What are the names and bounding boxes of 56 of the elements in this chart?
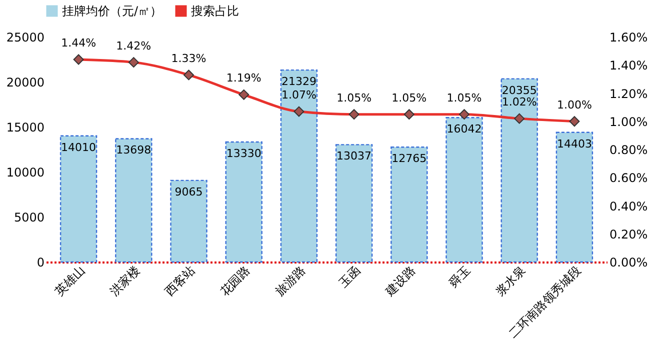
bar xyxy=(225,141,262,263)
x-tick-label: 花园路 xyxy=(217,263,253,298)
y2-tick-label: 0.40% xyxy=(610,199,648,214)
data-label: 1.44% xyxy=(61,36,96,50)
data-label: 1.05% xyxy=(392,91,427,104)
data-label: 21329 xyxy=(281,75,316,88)
bar xyxy=(500,78,538,263)
x-tick-label: 西客站 xyxy=(162,263,198,298)
data-label: 16042 xyxy=(446,122,482,136)
y2-tick-label: 0.20% xyxy=(610,227,648,242)
data-label: 13037 xyxy=(336,150,372,163)
bar xyxy=(446,117,483,263)
data-label: 1.00% xyxy=(556,98,592,112)
legend-label: 挂牌均价（元/㎡） xyxy=(62,4,162,18)
bar xyxy=(390,146,428,263)
data-label: 12765 xyxy=(392,152,427,166)
y-tick-label: 10000 xyxy=(6,166,44,180)
y2-tick-label: 0.80% xyxy=(610,143,648,157)
x-tick-label: 玉函 xyxy=(336,263,364,290)
data-label: 14403 xyxy=(556,137,592,150)
data-label: 13330 xyxy=(226,147,262,160)
data-label: 9065 xyxy=(174,185,203,198)
x-tick-label: 建设路 xyxy=(382,263,418,300)
x-tick-label: 舜玉 xyxy=(446,263,474,290)
y-tick-label: 25000 xyxy=(6,30,44,44)
y-tick-label: 15000 xyxy=(6,120,44,134)
y2-tick-label: 1.40% xyxy=(610,58,648,73)
bar xyxy=(115,138,152,263)
bar xyxy=(170,180,208,263)
bar xyxy=(60,135,98,263)
legend-label: 搜索占比 xyxy=(191,4,239,18)
data-label: 1.19% xyxy=(226,72,262,85)
x-tick-label: 英雄山 xyxy=(52,263,88,298)
y2-tick-label: 1.20% xyxy=(610,86,648,101)
data-label: 1.07% xyxy=(281,88,316,102)
bar xyxy=(335,144,373,263)
data-label: 1.33% xyxy=(171,52,206,65)
bar xyxy=(556,132,594,263)
x-tick-label: 浆水泉 xyxy=(492,263,528,298)
data-label: 1.05% xyxy=(446,91,482,104)
y-tick-label: 5000 xyxy=(14,210,44,224)
y2-tick-label: 0.60% xyxy=(610,171,648,186)
x-tick-label: 洪家楼 xyxy=(107,263,143,298)
y2-tick-label: 1.60% xyxy=(610,30,648,44)
y-tick-label: 0 xyxy=(36,256,44,270)
y2-tick-label: 1.00% xyxy=(610,114,648,129)
data-label: 14010 xyxy=(61,140,96,154)
data-label: 1.42% xyxy=(116,39,152,52)
x-tick-label: 旅游路 xyxy=(272,263,308,298)
y-tick-label: 20000 xyxy=(6,76,44,90)
data-label: 1.05% xyxy=(336,91,372,104)
bar xyxy=(280,69,318,263)
y2-tick-label: 0.00% xyxy=(610,256,648,270)
data-label: 13698 xyxy=(116,144,152,157)
data-label: 20355 xyxy=(502,84,537,97)
data-label: 1.02% xyxy=(502,96,537,109)
